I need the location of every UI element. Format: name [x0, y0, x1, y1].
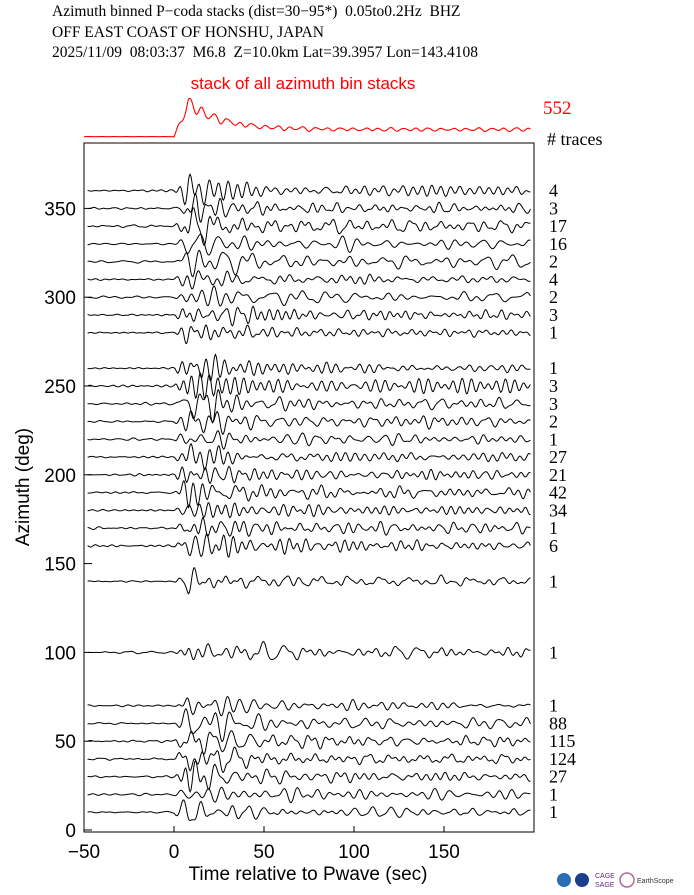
y-tick-label: 200: [44, 466, 76, 487]
x-tick-label: 0: [169, 842, 180, 863]
trace-count-label: 2: [549, 287, 558, 307]
trace-count-label: 27: [549, 767, 567, 787]
trace-count-label: 17: [549, 216, 567, 236]
azimuth-trace: [87, 430, 531, 450]
azimuth-trace: [87, 759, 531, 794]
trace-count-label: 1: [549, 696, 558, 716]
x-tick-label: 100: [338, 842, 370, 863]
trace-count-label: 3: [549, 198, 558, 218]
y-tick-label: 150: [44, 555, 76, 576]
count-header: # traces: [547, 129, 602, 149]
x-tick-label: 150: [428, 842, 460, 863]
x-tick-label: 50: [253, 842, 274, 863]
x-tick-label: −50: [68, 842, 100, 863]
logo-earthscope-icon: [619, 872, 635, 888]
trace-count-label: 3: [549, 305, 558, 325]
footer-logos: CAGE SAGE EarthScope: [555, 868, 690, 892]
trace-count-label: 6: [549, 536, 558, 556]
trace-count-label: 88: [549, 713, 567, 733]
logo-sage-text: SAGE: [595, 882, 615, 889]
azimuth-trace: [87, 173, 531, 206]
plot-title-line3: 2025/11/09 08:03:37 M6.8 Z=10.0km Lat=39…: [52, 44, 479, 61]
y-tick-label: 100: [44, 643, 76, 664]
trace-count-label: 3: [549, 376, 558, 396]
trace-count-label: 1: [549, 571, 558, 591]
trace-count-label: 21: [549, 465, 567, 485]
y-tick-label: 0: [65, 821, 76, 842]
azimuth-trace: [87, 786, 531, 804]
azimuth-trace: [87, 285, 531, 307]
trace-count-label: 3: [549, 394, 558, 414]
stack-trace: [84, 97, 531, 138]
azimuth-trace: [87, 696, 531, 717]
trace-count-label: 1: [549, 785, 558, 805]
azimuth-trace: [87, 324, 531, 345]
azimuth-trace: [87, 708, 531, 743]
azimuth-trace: [87, 516, 531, 537]
trace-group: [87, 173, 531, 822]
azimuth-trace: [87, 192, 531, 223]
azimuth-trace: [87, 270, 531, 290]
y-tick-label: 350: [44, 199, 76, 220]
plot-frame: [83, 142, 535, 833]
trace-count-label: 1: [549, 518, 558, 538]
trace-count-label: 1: [549, 802, 558, 822]
azimuth-trace: [87, 442, 531, 471]
trace-count-label: 16: [549, 234, 567, 254]
y-tick-label: 300: [44, 288, 76, 309]
x-axis-label: Time relative to Pwave (sec): [189, 864, 428, 885]
trace-count-label: 27: [549, 447, 567, 467]
logo-cage-text: CAGE: [595, 873, 615, 880]
stack-label: stack of all azimuth bin stacks: [191, 74, 416, 93]
azimuth-trace: [87, 533, 531, 558]
azimuth-trace: [87, 207, 531, 246]
trace-count-label: 1: [549, 323, 558, 343]
trace-count-label: 42: [549, 483, 567, 503]
stack-count: 552: [543, 98, 572, 119]
plot-title-line2: OFF EAST COAST OF HONSHU, JAPAN: [52, 24, 324, 41]
azimuth-trace: [87, 371, 531, 401]
trace-count-label: 4: [549, 269, 558, 289]
trace-count-label: 4: [549, 181, 558, 201]
azimuth-trace: [87, 388, 531, 424]
azimuth-trace: [87, 465, 531, 485]
trace-count-label: 1: [549, 358, 558, 378]
trace-count-label: 1: [549, 429, 558, 449]
azimuth-trace: [87, 305, 531, 327]
trace-count-label: 34: [549, 500, 567, 520]
azimuth-trace: [87, 249, 531, 278]
count-labels: 4317162423113321272142341611188115124271…: [549, 181, 576, 823]
y-axis: 0 50 100 150 200 250 300 350: [44, 199, 92, 842]
azimuth-trace: [87, 567, 531, 595]
x-axis: −50 0 50 100 150: [68, 826, 460, 863]
azimuth-trace: [87, 746, 531, 773]
azimuth-trace: [87, 730, 531, 756]
azimuth-trace: [87, 233, 531, 256]
trace-count-label: 124: [549, 749, 576, 769]
y-axis-label: Azimuth (deg): [13, 428, 34, 546]
azimuth-trace: [87, 479, 531, 509]
plot-title-line1: Azimuth binned P−coda stacks (dist=30−95…: [52, 3, 461, 20]
y-tick-label: 50: [55, 732, 76, 753]
logo-earthscope-text: EarthScope: [637, 878, 674, 885]
logo-agency-icon: [575, 873, 589, 887]
azimuth-trace: [87, 353, 531, 383]
y-tick-label: 250: [44, 377, 76, 398]
trace-count-label: 1: [549, 642, 558, 662]
azimuth-trace: [87, 502, 531, 519]
logo-globe-icon: [557, 873, 571, 887]
trace-count-label: 2: [549, 412, 558, 432]
azimuth-trace: [87, 640, 531, 661]
azimuth-trace: [87, 410, 531, 436]
trace-count-label: 2: [549, 252, 558, 272]
trace-count-label: 115: [549, 731, 575, 751]
azimuth-trace: [87, 799, 531, 822]
